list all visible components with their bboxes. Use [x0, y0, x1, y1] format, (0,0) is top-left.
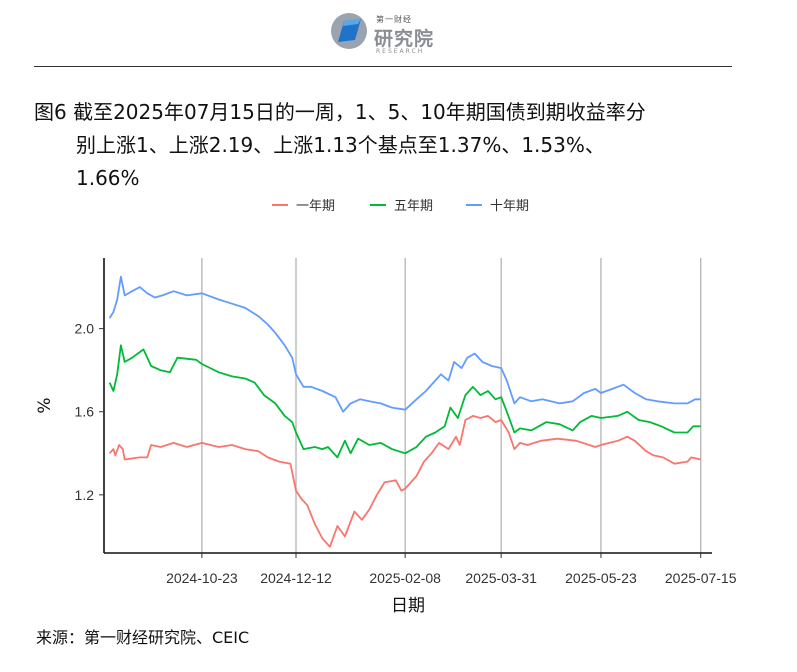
legend-label-十年期: 十年期 [490, 199, 529, 214]
x-tick-label: 2025-02-08 [369, 570, 441, 586]
axes [103, 258, 712, 554]
source-note: 来源：第一财经研究院、CEIC [36, 628, 250, 647]
figure-title-line1: 图6 截至2025年07月15日的一周，1、5、10年期国债到期收益率分 [34, 100, 646, 124]
x-tick-label: 2024-12-12 [260, 570, 332, 586]
figure-title: 图6 截至2025年07月15日的一周，1、5、10年期国债到期收益率分 别上涨… [34, 96, 754, 195]
x-axis-label: 日期 [391, 596, 425, 616]
x-tick-label: 2025-07-15 [665, 570, 737, 586]
x-tick-label: 2024-10-23 [166, 570, 238, 586]
legend-label-一年期: 一年期 [296, 199, 335, 214]
x-tick-label: 2025-03-31 [465, 570, 537, 586]
series-lines [108, 275, 701, 548]
figure-title-line2: 别上涨1、上涨2.19、上涨1.13个基点至1.37%、1.53%、 [76, 133, 605, 157]
y-tick-label: 1.2 [75, 487, 95, 503]
x-gridlines [201, 258, 702, 553]
legend-label-五年期: 五年期 [394, 199, 433, 214]
tick-labels: 2024-10-23 2024-12-12 2025-02-08 2025-03-31… [75, 321, 737, 586]
series-line-一年期 [108, 415, 701, 548]
y-tick-label: 2.0 [75, 321, 95, 337]
logo-small-text: 第一财经 [376, 15, 412, 24]
figure-title-line3: 1.66% [76, 166, 140, 190]
logo-main-text: 研究院 [374, 28, 435, 50]
logo-sub-text: RESEARCH [376, 48, 425, 55]
research-logo: 第一财经 研究院 RESEARCH [330, 10, 440, 55]
logo-emblem-icon [331, 13, 367, 49]
series-line-五年期 [108, 344, 701, 459]
y-tick-label: 1.6 [75, 404, 95, 420]
x-tick-label: 2025-05-23 [565, 570, 637, 586]
y-axis-label: % [35, 397, 55, 413]
chart-legend: 一年期 五年期 十年期 [272, 199, 529, 214]
series-line-十年期 [108, 275, 701, 413]
header-divider [34, 66, 732, 67]
